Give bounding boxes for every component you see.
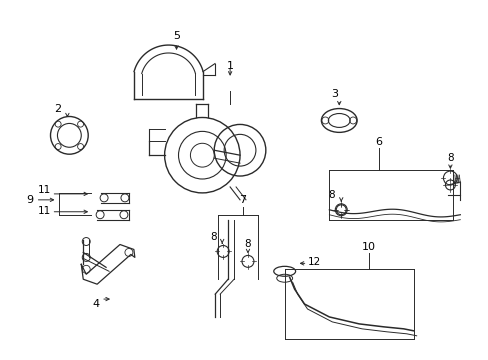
Text: 5: 5 — [173, 31, 180, 41]
Text: 9: 9 — [26, 195, 33, 205]
Text: 8: 8 — [327, 190, 334, 200]
Text: 2: 2 — [54, 104, 61, 113]
Text: 10: 10 — [361, 243, 375, 252]
Text: 8: 8 — [446, 153, 453, 163]
Text: 8: 8 — [244, 239, 251, 249]
Text: 12: 12 — [307, 257, 321, 267]
Text: 4: 4 — [92, 299, 100, 309]
Text: 6: 6 — [375, 137, 382, 147]
Text: 11: 11 — [38, 206, 51, 216]
Text: 7: 7 — [239, 195, 246, 205]
Text: 1: 1 — [226, 61, 233, 71]
Text: 8: 8 — [209, 231, 216, 242]
Text: 11: 11 — [38, 185, 51, 195]
Text: 3: 3 — [330, 89, 337, 99]
